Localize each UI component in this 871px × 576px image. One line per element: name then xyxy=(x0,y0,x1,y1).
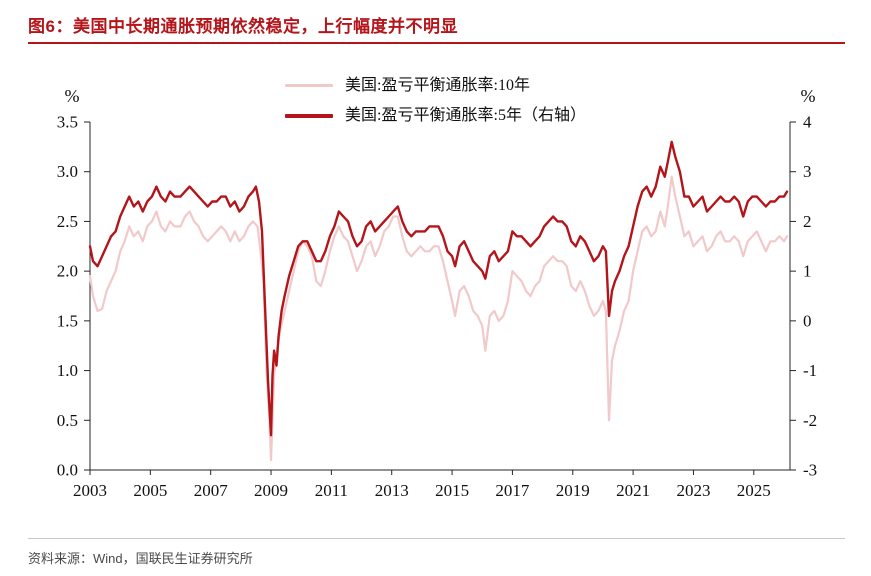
right-axis-tick-label: 4 xyxy=(803,113,812,132)
x-axis-tick-label: 2007 xyxy=(194,481,229,500)
right-axis-tick-label: 3 xyxy=(803,162,812,181)
x-axis-tick-label: 2015 xyxy=(435,481,469,500)
series-line-5y xyxy=(88,140,789,437)
x-axis-tick-label: 2021 xyxy=(616,481,650,500)
right-axis-tick-label: 1 xyxy=(803,262,812,281)
left-axis-tick-label: 2.5 xyxy=(57,212,78,231)
left-axis-tick-label: 2.0 xyxy=(57,262,78,281)
figure-title: 图6：美国中长期通胀预期依然稳定，上行幅度并不明显 xyxy=(28,17,458,36)
x-axis-tick-label: 2009 xyxy=(254,481,288,500)
left-axis-tick-label: 0.0 xyxy=(57,461,78,480)
left-axis-tick-label: 0.5 xyxy=(57,411,78,430)
footer-divider xyxy=(28,538,845,539)
left-axis-tick-label: 3.5 xyxy=(57,113,78,132)
series-line-10y xyxy=(88,175,789,462)
left-axis-unit-label: % xyxy=(65,86,80,106)
x-axis-tick-label: 2011 xyxy=(315,481,348,500)
left-axis-tick-label: 1.5 xyxy=(57,311,78,330)
right-axis-tick-label: -3 xyxy=(803,461,817,480)
right-axis-tick-label: -1 xyxy=(803,361,817,380)
left-axis-tick-label: 3.0 xyxy=(57,162,78,181)
right-axis-tick-label: 2 xyxy=(803,212,812,231)
right-axis-tick-label: 0 xyxy=(803,311,812,330)
x-axis-tick-label: 2003 xyxy=(73,481,107,500)
x-axis-tick-label: 2023 xyxy=(676,481,710,500)
x-axis-tick-label: 2005 xyxy=(133,481,167,500)
x-axis-tick-label: 2025 xyxy=(737,481,771,500)
right-axis-unit-label: % xyxy=(801,86,816,106)
x-axis-tick-label: 2013 xyxy=(375,481,409,500)
left-axis-tick-label: 1.0 xyxy=(57,361,78,380)
data-source-note: 资料来源：Wind，国联民生证券研究所 xyxy=(28,551,253,566)
x-axis-tick-label: 2017 xyxy=(495,481,530,500)
x-axis-tick-label: 2019 xyxy=(556,481,590,500)
title-underline xyxy=(28,42,845,44)
right-axis-tick-label: -2 xyxy=(803,411,817,430)
